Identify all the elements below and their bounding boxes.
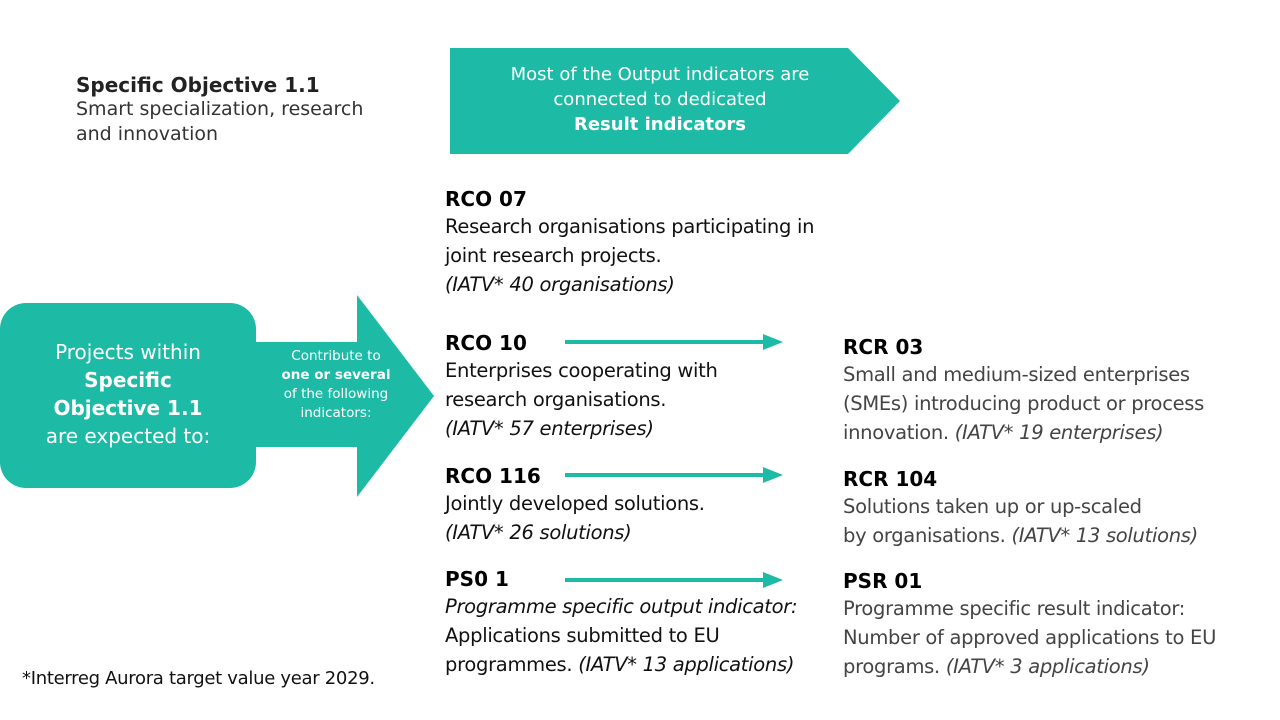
indicator-target: (IATV* 57 enterprises) xyxy=(445,417,654,440)
indicator-desc-line: Number of approved applications to EU xyxy=(843,626,1217,649)
indicator-italic-line: Programme specific output indicator: xyxy=(445,595,798,618)
indicator-desc-line: Research organisations participating in xyxy=(445,215,815,238)
indicator-target: (IATV* 40 organisations) xyxy=(445,273,675,296)
indicator-desc-line: Applications submitted to EU xyxy=(445,624,720,647)
contribute-arrow-text: Contribute to one or several of the foll… xyxy=(280,347,392,423)
banner-line-3: Result indicators xyxy=(573,114,747,135)
result-indicator-rcr104: RCR 104 Solutions taken up or up-scaled … xyxy=(843,466,1273,550)
indicator-desc-line: Programme specific result indicator: xyxy=(843,597,1185,620)
banner-text: Most of the Output indicators are connec… xyxy=(450,62,870,137)
indicator-target: (IATV* 13 solutions) xyxy=(1011,524,1198,547)
indicator-desc-line: Solutions taken up or up-scaled xyxy=(843,495,1142,518)
indicator-desc-last-line: programs. (IATV* 3 applications) xyxy=(843,652,1273,681)
indicator-desc-text: programs. xyxy=(843,655,940,678)
result-indicator-psr01: PSR 01 Programme specific result indicat… xyxy=(843,568,1273,681)
indicator-code: RCO 116 xyxy=(445,464,541,488)
projects-line-3: Objective 1.1 xyxy=(53,396,203,420)
projects-line-1: Projects within xyxy=(55,340,201,364)
indicator-code: RCR 03 xyxy=(843,335,924,359)
indicator-desc-last-line: programmes. (IATV* 13 applications) xyxy=(445,650,845,679)
result-indicator-rcr03: RCR 03 Small and medium-sized enterprise… xyxy=(843,334,1273,447)
link-arrow-rco116-rcr104 xyxy=(565,467,783,483)
indicator-desc-text: programmes. xyxy=(445,653,573,676)
footnote: *Interreg Aurora target value year 2029. xyxy=(22,668,375,689)
output-indicator-ps01: PS0 1 Programme specific output indicato… xyxy=(445,566,845,679)
indicator-code: RCO 10 xyxy=(445,331,527,355)
indicator-desc-line: Small and medium-sized enterprises xyxy=(843,363,1190,386)
indicator-desc-text: by organisations. xyxy=(843,524,1006,547)
projects-box-text: Projects within Specific Objective 1.1 a… xyxy=(0,338,256,450)
output-indicator-rco116: RCO 116 Jointly developed solutions. (IA… xyxy=(445,463,805,547)
banner-line-1: Most of the Output indicators are xyxy=(510,64,810,85)
objective-title: Specific Objective 1.1 xyxy=(76,73,320,97)
output-indicator-rco07: RCO 07 Research organisations participat… xyxy=(445,186,885,299)
indicator-target: (IATV* 26 solutions) xyxy=(445,521,632,544)
contribute-text-2: of the following indicators: xyxy=(283,386,389,421)
indicator-desc-last-line: innovation. (IATV* 19 enterprises) xyxy=(843,418,1273,447)
indicator-desc-line: joint research projects. xyxy=(445,244,662,267)
output-indicator-rco10: RCO 10 Enterprises cooperating with rese… xyxy=(445,330,805,443)
indicator-code: PS0 1 xyxy=(445,567,509,591)
projects-line-2: Specific xyxy=(84,368,172,392)
indicator-target: (IATV* 13 applications) xyxy=(578,653,795,676)
indicator-desc-line: Jointly developed solutions. xyxy=(445,492,705,515)
contribute-text-bold: one or several xyxy=(281,367,391,383)
indicator-desc-last-line: by organisations. (IATV* 13 solutions) xyxy=(843,521,1273,550)
indicator-target: (IATV* 3 applications) xyxy=(945,655,1150,678)
contribute-text-1: Contribute to xyxy=(291,348,381,364)
indicator-code: RCR 104 xyxy=(843,467,938,491)
indicator-code: RCO 07 xyxy=(445,187,527,211)
banner-arrow-shape xyxy=(450,48,900,154)
indicator-desc-line: research organisations. xyxy=(445,388,667,411)
indicator-desc-line: Enterprises cooperating with xyxy=(445,359,718,382)
projects-box xyxy=(0,303,256,488)
indicator-target: (IATV* 19 enterprises) xyxy=(954,421,1164,444)
link-arrow-rco10-rcr03 xyxy=(565,334,783,350)
indicator-desc-text: innovation. xyxy=(843,421,949,444)
banner-line-2: connected to dedicated xyxy=(553,89,767,110)
objective-subtitle: Smart specialization, research and innov… xyxy=(76,98,364,145)
indicator-code: PSR 01 xyxy=(843,569,923,593)
link-arrow-ps01-psr01 xyxy=(565,572,783,588)
indicator-desc-line: (SMEs) introducing product or process xyxy=(843,392,1205,415)
contribute-arrow-shape xyxy=(254,295,434,497)
projects-line-4: are expected to: xyxy=(45,424,211,448)
